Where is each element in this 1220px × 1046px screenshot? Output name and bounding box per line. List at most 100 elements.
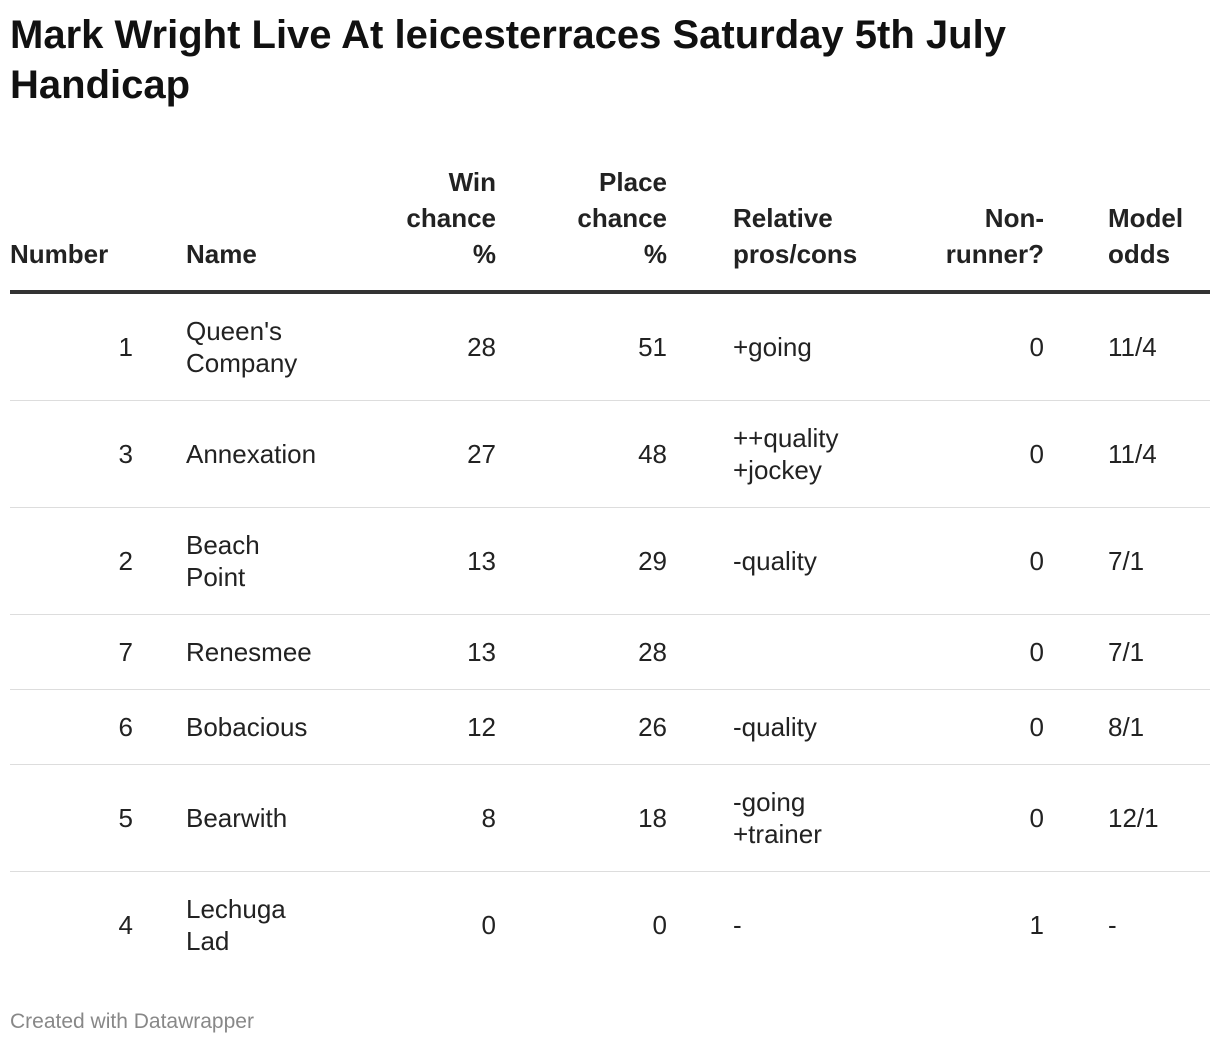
cell-place-chance-text: 26	[638, 712, 667, 742]
table-row: 1 Queen's Company 28 51 +going 0 11/4	[10, 292, 1210, 401]
cell-pros-cons-text: +going	[733, 332, 812, 362]
cell-non-runner-text: 0	[1029, 803, 1044, 833]
cell-non-runner: 0	[873, 507, 1044, 615]
table-row: 6 Bobacious 12 26 -quality 0 8/1	[10, 689, 1210, 765]
cell-name-text: Renesmee	[186, 637, 312, 667]
cell-name: Queen's Company	[180, 292, 385, 401]
cell-model-odds: 7/1	[1044, 507, 1210, 615]
cell-place-chance: 48	[496, 400, 667, 508]
cell-win-chance: 13	[385, 507, 496, 615]
cell-model-odds-text: -	[1108, 910, 1117, 940]
cell-name: Lechuga Lad	[180, 872, 385, 979]
cell-model-odds-text: 11/4	[1108, 332, 1157, 362]
cell-model-odds-text: 7/1	[1108, 546, 1145, 576]
col-header-pros-cons: Relative pros/cons	[667, 164, 873, 294]
cell-number-text: 1	[118, 332, 133, 362]
cell-place-chance: 29	[496, 507, 667, 615]
col-header-number: Number	[10, 164, 180, 294]
cell-name: Bearwith	[180, 764, 385, 872]
col-header-odds: Model odds	[1044, 164, 1210, 294]
cell-win-chance-text: 13	[467, 546, 496, 576]
col-header-place: Place chance %	[496, 164, 667, 294]
cell-win-chance: 27	[385, 400, 496, 508]
cell-model-odds: 8/1	[1044, 689, 1210, 765]
table-row: 4 Lechuga Lad 0 0 - 1 -	[10, 872, 1210, 979]
cell-win-chance-text: 28	[467, 332, 496, 362]
cell-pros-cons: -quality	[667, 689, 873, 765]
cell-place-chance-text: 48	[638, 439, 667, 469]
table-row: 3 Annexation 27 48 ++quality +jockey 0 11/4	[10, 400, 1210, 508]
cell-number: 3	[10, 400, 180, 508]
cell-non-runner-text: 1	[1029, 910, 1044, 940]
cell-number-text: 6	[118, 712, 133, 742]
header-row: Number Name Win chance % Place chance % …	[10, 164, 1210, 294]
cell-win-chance-text: 0	[481, 910, 496, 940]
cell-win-chance-text: 12	[467, 712, 496, 742]
cell-non-runner: 0	[873, 400, 1044, 508]
cell-place-chance: 28	[496, 614, 667, 690]
cell-name-text: Annexation	[186, 439, 317, 469]
cell-model-odds-text: 11/4	[1108, 439, 1157, 469]
cell-place-chance: 0	[496, 872, 667, 979]
cell-pros-cons: +going	[667, 292, 873, 401]
cell-win-chance: 0	[385, 872, 496, 979]
cell-place-chance-text: 28	[638, 637, 667, 667]
cell-number-text: 3	[118, 439, 133, 469]
results-table: Number Name Win chance % Place chance % …	[10, 164, 1210, 978]
cell-place-chance: 26	[496, 689, 667, 765]
cell-pros-cons-text: -	[733, 910, 742, 940]
cell-non-runner: 0	[873, 689, 1044, 765]
cell-pros-cons: -quality	[667, 507, 873, 615]
cell-name-text: Beach Point	[186, 530, 260, 592]
cell-win-chance: 13	[385, 614, 496, 690]
cell-name: Renesmee	[180, 614, 385, 690]
cell-model-odds-text: 7/1	[1108, 637, 1145, 667]
cell-non-runner-text: 0	[1029, 332, 1044, 362]
cell-non-runner-text: 0	[1029, 637, 1044, 667]
cell-win-chance-text: 27	[467, 439, 496, 469]
cell-pros-cons: -	[667, 872, 873, 979]
cell-non-runner: 0	[873, 614, 1044, 690]
cell-place-chance: 18	[496, 764, 667, 872]
cell-non-runner-text: 0	[1029, 546, 1044, 576]
cell-pros-cons-text: -going +trainer	[733, 787, 822, 849]
cell-number-text: 2	[118, 546, 133, 576]
cell-name: Bobacious	[180, 689, 385, 765]
cell-pros-cons-text: -quality	[733, 546, 817, 576]
cell-model-odds-text: 12/1	[1108, 803, 1159, 833]
cell-non-runner-text: 0	[1029, 712, 1044, 742]
cell-number-text: 5	[118, 803, 133, 833]
cell-model-odds: 7/1	[1044, 614, 1210, 690]
col-header-name: Name	[180, 164, 385, 294]
cell-win-chance-text: 8	[481, 803, 496, 833]
cell-place-chance-text: 0	[652, 910, 667, 940]
cell-number: 6	[10, 689, 180, 765]
cell-model-odds: 12/1	[1044, 764, 1210, 872]
cell-name: Annexation	[180, 400, 385, 508]
table-row: 7 Renesmee 13 28 0 7/1	[10, 614, 1210, 690]
cell-non-runner: 0	[873, 764, 1044, 872]
cell-number: 7	[10, 614, 180, 690]
cell-name-text: Bearwith	[186, 803, 288, 833]
cell-pros-cons-text: -quality	[733, 712, 817, 742]
footer-credit: Created with Datawrapper	[10, 1010, 254, 1033]
cell-place-chance-text: 29	[638, 546, 667, 576]
cell-win-chance: 8	[385, 764, 496, 872]
cell-pros-cons-text	[733, 636, 863, 668]
cell-name-text: Bobacious	[186, 712, 308, 742]
cell-number: 5	[10, 764, 180, 872]
cell-place-chance: 51	[496, 292, 667, 401]
cell-non-runner: 1	[873, 872, 1044, 979]
table-row: 5 Bearwith 8 18 -going +trainer 0 12/1	[10, 764, 1210, 872]
cell-pros-cons: -going +trainer	[667, 764, 873, 872]
table-row: 2 Beach Point 13 29 -quality 0 7/1	[10, 507, 1210, 615]
cell-win-chance: 12	[385, 689, 496, 765]
cell-model-odds-text: 8/1	[1108, 712, 1145, 742]
cell-non-runner: 0	[873, 292, 1044, 401]
cell-name: Beach Point	[180, 507, 385, 615]
cell-pros-cons-text: ++quality +jockey	[733, 423, 839, 485]
cell-number: 1	[10, 292, 180, 401]
col-header-win: Win chance %	[385, 164, 496, 294]
cell-name-text: Lechuga Lad	[186, 894, 286, 956]
cell-pros-cons	[667, 614, 873, 690]
